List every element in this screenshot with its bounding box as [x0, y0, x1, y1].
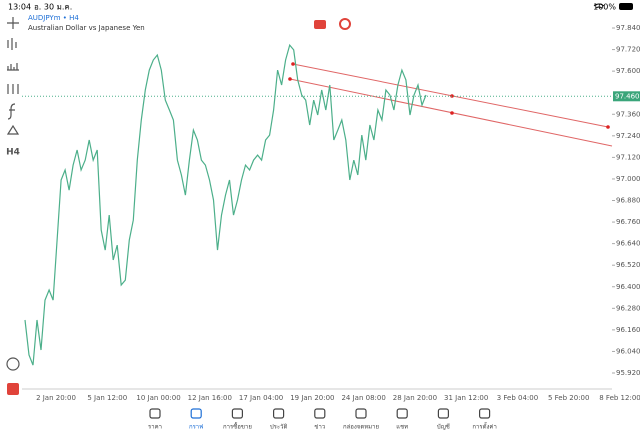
nav-item[interactable]: กล่องจดหมาย	[343, 408, 379, 431]
nav-label: แชท	[396, 424, 408, 431]
battery-icon	[619, 3, 633, 10]
function-tool[interactable]	[7, 103, 16, 120]
nav-item[interactable]: แชท	[396, 408, 408, 431]
channel-point	[288, 77, 292, 81]
y-tick-label: 97.720	[616, 46, 640, 54]
nav-label: กล่องจดหมาย	[343, 424, 379, 431]
y-tick-label: 96.760	[616, 218, 640, 226]
nav-icon	[314, 408, 326, 419]
y-tick-label: 97.600	[616, 67, 640, 75]
nav-icon	[273, 408, 285, 419]
x-tick-label: 10 Jan 00:00	[136, 394, 180, 402]
x-tick-label: 19 Jan 20:00	[290, 394, 334, 402]
current-price-box	[613, 91, 640, 102]
nav-label: การตั้งค่า	[472, 421, 496, 431]
y-tick-label: 97.240	[616, 132, 640, 140]
x-tick-label: 8 Feb 12:00	[599, 394, 640, 402]
nav-item[interactable]: การซื้อขาย	[223, 408, 252, 431]
x-tick-label: 3 Feb 04:00	[497, 394, 538, 402]
nav-item[interactable]: บัญชี	[437, 408, 450, 431]
nav-item[interactable]: ข่าว	[314, 408, 326, 431]
y-tick-label: 97.840	[616, 24, 640, 32]
y-tick-label: 96.520	[616, 261, 640, 269]
y-tick-label: 97.120	[616, 153, 640, 161]
nav-icon	[190, 408, 202, 419]
nav-icon	[437, 408, 449, 419]
y-tick-label: 96.040	[616, 347, 640, 355]
candles-tool[interactable]	[7, 38, 17, 50]
indicators-tool[interactable]	[7, 84, 19, 94]
y-tick-label: 95.920	[616, 369, 640, 377]
y-tick-label: 96.160	[616, 326, 640, 334]
channel-drawing	[288, 62, 613, 147]
price-line	[24, 43, 427, 366]
wifi-icon	[593, 3, 605, 9]
y-tick-label: 96.280	[616, 304, 640, 312]
nav-icon	[355, 408, 367, 419]
y-tick-label: 97.360	[616, 110, 640, 118]
y-tick-label: 96.640	[616, 240, 640, 248]
symbol-description: Australian Dollar vs Japanese Yen	[28, 24, 145, 32]
current-price-label: 97.460	[615, 92, 640, 100]
nav-icon	[479, 408, 491, 419]
trade-button[interactable]	[314, 20, 326, 29]
nav-label: บัญชี	[437, 423, 450, 431]
bars-tool[interactable]	[7, 63, 19, 71]
nav-icon	[396, 408, 408, 419]
objects-tool[interactable]	[6, 124, 20, 135]
nav-icon	[231, 408, 243, 419]
y-tick-label: 97.000	[616, 175, 640, 183]
x-tick-label: 5 Feb 20:00	[548, 394, 589, 402]
indicator-button[interactable]	[339, 18, 351, 30]
nav-item[interactable]: การตั้งค่า	[472, 408, 497, 431]
channel-point	[291, 62, 295, 66]
nav-label: ราคา	[148, 424, 162, 431]
status-time: 13:04	[8, 3, 31, 12]
y-tick-label: 96.400	[616, 283, 640, 291]
x-tick-label: 24 Jan 08:00	[341, 394, 385, 402]
x-tick-label: 2 Jan 20:00	[36, 394, 76, 402]
x-tick-label: 17 Jan 04:00	[239, 394, 283, 402]
y-tick-label: 96.880	[616, 197, 640, 205]
status-date: อ. 30 ม.ค.	[34, 3, 72, 12]
nav-label: ข่าว	[314, 424, 325, 431]
nav-label: ประวัติ	[270, 424, 288, 431]
crosshair-tool[interactable]	[7, 17, 19, 29]
nav-label: กราฟ	[189, 424, 203, 431]
symbol-name[interactable]: AUDJPYm • H4	[28, 14, 79, 22]
channel-point	[606, 125, 610, 129]
nav-item[interactable]: ประวัติ	[270, 408, 288, 431]
zoom-tool[interactable]	[6, 357, 20, 371]
x-tick-label: 12 Jan 16:00	[188, 394, 232, 402]
x-tick-label: 31 Jan 12:00	[444, 394, 488, 402]
timeframe[interactable]: H4	[6, 148, 20, 158]
app-icon[interactable]	[7, 383, 19, 395]
channel-point	[450, 111, 454, 115]
x-tick-label: 28 Jan 20:00	[393, 394, 437, 402]
x-tick-label: 5 Jan 12:00	[87, 394, 127, 402]
nav-item[interactable]: ราคา	[148, 408, 162, 431]
battery-text: 100%	[593, 3, 616, 12]
nav-label: การซื้อขาย	[223, 421, 252, 431]
nav-item[interactable]: กราฟ	[189, 408, 203, 431]
nav-icon	[149, 408, 161, 419]
